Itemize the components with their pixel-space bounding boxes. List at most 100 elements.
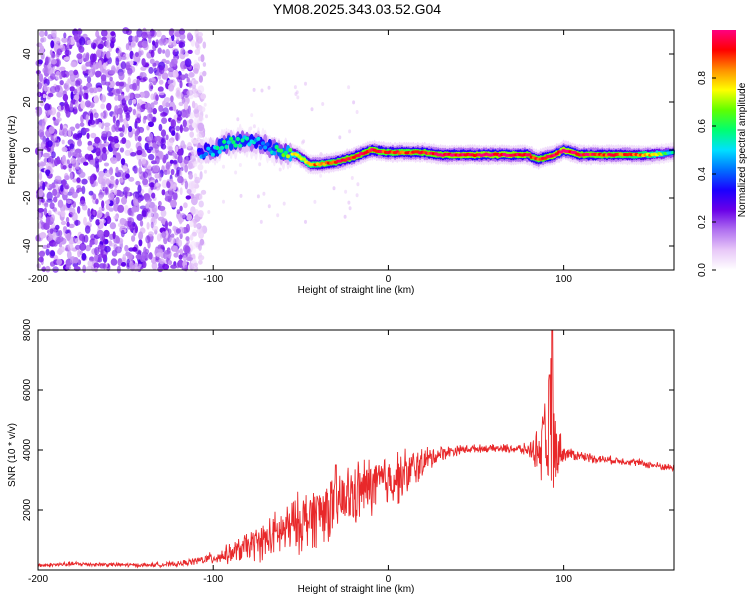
figure-title: YM08.2025.343.03.52.G04 — [273, 1, 441, 17]
noise-blob — [127, 217, 135, 225]
ridge-segment — [240, 138, 245, 143]
noise-blob — [38, 73, 44, 82]
noise-blob — [193, 63, 199, 69]
noise-blob — [115, 196, 120, 205]
ridge-segment — [288, 147, 293, 153]
noise-blob — [202, 70, 207, 77]
noise-blob — [168, 221, 173, 227]
noise-blob — [95, 219, 101, 226]
noise-blob — [160, 209, 167, 217]
noise-blob — [110, 40, 115, 49]
noise-blob — [90, 214, 95, 220]
noise-blob — [106, 102, 112, 111]
noise-blob — [142, 171, 148, 179]
noise-blob — [76, 165, 80, 170]
noise-blob — [50, 214, 55, 223]
noise-blob — [83, 92, 88, 100]
noise-blob — [80, 157, 87, 163]
noise-blob — [178, 254, 183, 260]
noise-blob — [110, 175, 115, 181]
noise-blob — [103, 162, 110, 167]
noise-blob — [101, 254, 107, 259]
noise-blob — [120, 55, 127, 61]
noise-blob — [40, 162, 47, 167]
noise-blob — [135, 117, 141, 124]
noise-blob — [125, 83, 130, 93]
noise-blob — [70, 79, 76, 87]
noise-blob — [69, 102, 74, 111]
colorbar-ticks: 0.0 0.2 0.4 0.6 0.8 — [697, 71, 716, 277]
noise-blob — [168, 83, 175, 92]
noise-blob — [124, 95, 129, 101]
noise-blob — [146, 164, 152, 170]
noise-blob — [66, 250, 72, 260]
noise-blob — [53, 196, 58, 203]
noise-blob — [121, 196, 127, 205]
noise-blob — [131, 36, 136, 42]
noise-blob — [102, 110, 107, 119]
noise-blob — [50, 58, 57, 65]
noise-blob — [83, 234, 89, 243]
noise-blob — [58, 243, 63, 248]
noise-blob — [96, 87, 103, 92]
noise-blob — [69, 207, 76, 215]
noise-blob — [148, 66, 154, 74]
noise-blob — [130, 152, 137, 157]
spectrogram-x-tick-label: 100 — [555, 274, 572, 285]
noise-blob — [165, 164, 170, 170]
noise-blob — [54, 85, 61, 93]
noise-blob — [114, 95, 119, 101]
noise-blob — [128, 125, 133, 133]
noise-blob — [37, 222, 42, 229]
noise-blob — [168, 28, 174, 37]
noise-blob — [175, 146, 179, 152]
noise-blob — [179, 187, 183, 196]
noise-blob — [118, 81, 125, 87]
noise-blob — [56, 236, 64, 243]
noise-blob — [177, 76, 183, 83]
noise-blob — [136, 78, 140, 87]
noise-blob — [38, 129, 45, 138]
noise-blob — [151, 204, 158, 213]
snr-panel: -200 -100 0 100 2000 4000 6000 8000 Height of s… — [7, 318, 675, 595]
noise-blob — [176, 36, 180, 44]
ridge-segment — [244, 136, 250, 141]
noise-blob — [158, 200, 162, 207]
noise-blob — [137, 197, 142, 203]
noise-blob — [48, 126, 55, 134]
noise-blob — [100, 74, 107, 82]
noise-speck — [347, 200, 351, 205]
noise-blob — [76, 187, 84, 192]
noise-blob — [72, 178, 77, 183]
snr-y-tick-label: 6000 — [22, 378, 33, 401]
snr-marks — [37, 329, 675, 569]
noise-blob — [48, 183, 56, 189]
noise-blob — [189, 234, 194, 241]
ridge-segment — [301, 157, 307, 161]
noise-blob — [92, 193, 97, 200]
noise-blob — [193, 262, 199, 267]
noise-speck — [350, 176, 354, 180]
noise-blob — [62, 165, 67, 170]
noise-blob — [43, 83, 49, 92]
noise-blob — [157, 47, 162, 55]
noise-blob — [133, 165, 138, 174]
spectrogram-y-label: Frequency (Hz) — [7, 116, 18, 185]
noise-blob — [167, 228, 172, 235]
noise-blob — [169, 187, 173, 197]
noise-blob — [175, 132, 179, 142]
noise-blob — [52, 116, 56, 121]
noise-blob — [38, 188, 44, 197]
noise-blob — [184, 245, 191, 254]
noise-blob — [160, 129, 167, 137]
noise-blob — [47, 140, 53, 148]
noise-blob — [79, 90, 84, 96]
noise-blob — [148, 153, 155, 161]
noise-blob — [112, 231, 116, 240]
noise-blob — [161, 189, 166, 196]
noise-blob — [87, 140, 93, 147]
noise-blob — [148, 231, 154, 237]
noise-blob — [42, 37, 47, 43]
noise-blob — [198, 75, 203, 83]
noise-speck — [356, 182, 360, 187]
